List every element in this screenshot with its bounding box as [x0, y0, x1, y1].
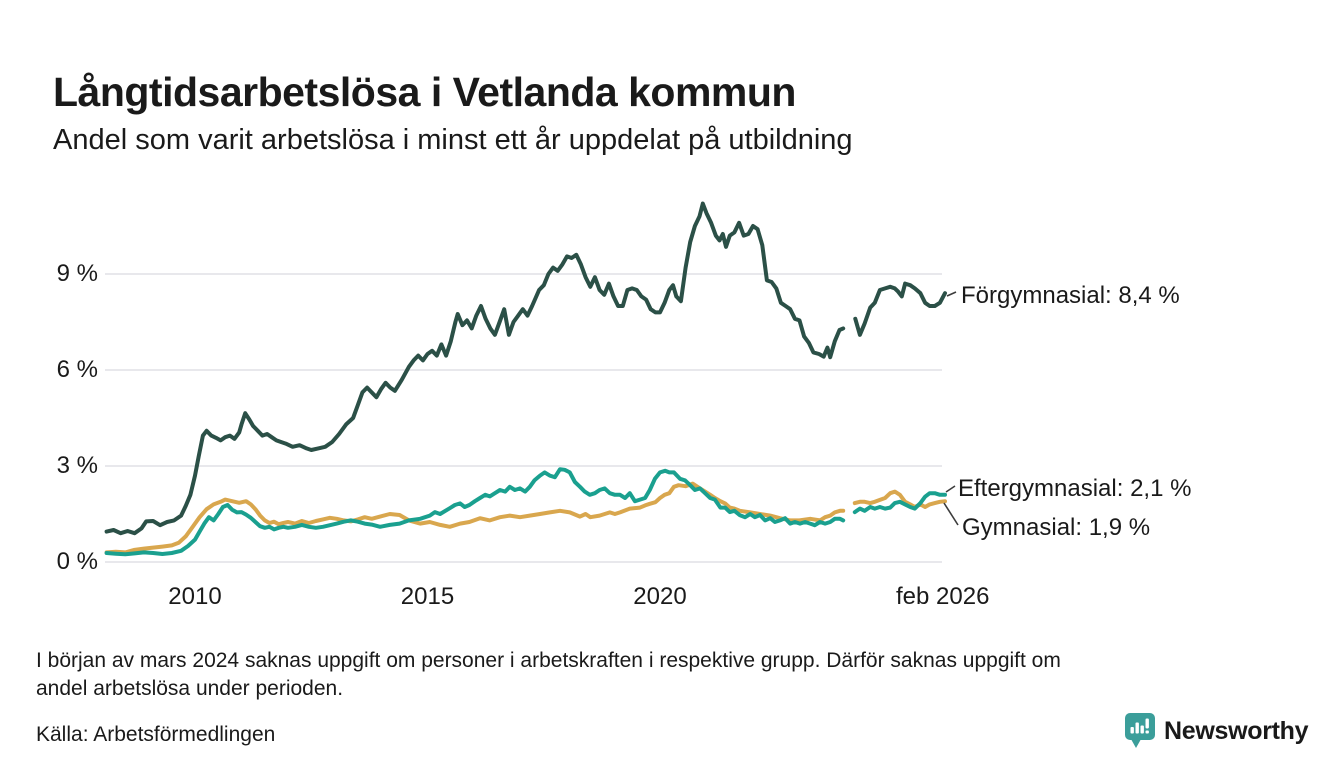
y-axis-tick-label: 9 % [56, 260, 98, 287]
logo-bar-3 [1140, 725, 1144, 734]
y-axis-tick-label: 3 % [56, 452, 98, 479]
leader-lines [943, 291, 959, 526]
leader-line-gymnasial [943, 502, 959, 526]
logo-bar-2 [1135, 722, 1139, 734]
logo-bar-1 [1130, 727, 1134, 734]
y-axis-tick-label: 0 % [56, 548, 98, 575]
y-axis-tick-label: 6 % [56, 356, 98, 383]
newsworthy-logo-icon [1125, 713, 1155, 748]
logo-exclamation-dot [1145, 730, 1149, 734]
series-line-forgymnasial-seg1 [104, 201, 846, 536]
x-axis-tick-label: 2015 [400, 583, 455, 610]
gridlines-layer [105, 273, 942, 563]
x-axis-tick-label: 2010 [168, 583, 222, 610]
page-title: Långtidsarbetslösa i Vetlanda kommun [53, 69, 796, 116]
footnote: I början av mars 2024 saknas uppgift om … [36, 649, 1061, 700]
leader-line-eftergymnasial [945, 485, 956, 493]
series-layer [104, 201, 947, 557]
series-end-label-eftergymnasial: Eftergymnasial: 2,1 % [958, 475, 1192, 502]
series-end-label-gymnasial: Gymnasial: 1,9 % [962, 514, 1151, 541]
series-line-gymnasial-seg2 [852, 489, 947, 509]
series-end-label-forgymnasial: Förgymnasial: 8,4 % [961, 282, 1180, 309]
x-axis-tick-label: feb 2026 [896, 583, 990, 610]
source-note: Källa: Arbetsförmedlingen [36, 723, 276, 746]
leader-line-forgymnasial [946, 291, 957, 297]
series-line-forgymnasial-seg2 [853, 281, 947, 337]
series-line-eftergymnasial-seg1 [104, 467, 846, 557]
newsworthy-logo: Newsworthy [1124, 712, 1309, 750]
series-line-eftergymnasial-seg2 [852, 491, 947, 515]
x-axis-tick-label: 2020 [633, 583, 687, 610]
series-line-gymnasial-seg1 [104, 481, 846, 555]
newsworthy-wordmark: Newsworthy [1164, 716, 1309, 745]
logo-exclamation-bar [1145, 718, 1149, 729]
page-subtitle: Andel som varit arbetslösa i minst ett å… [53, 124, 853, 156]
